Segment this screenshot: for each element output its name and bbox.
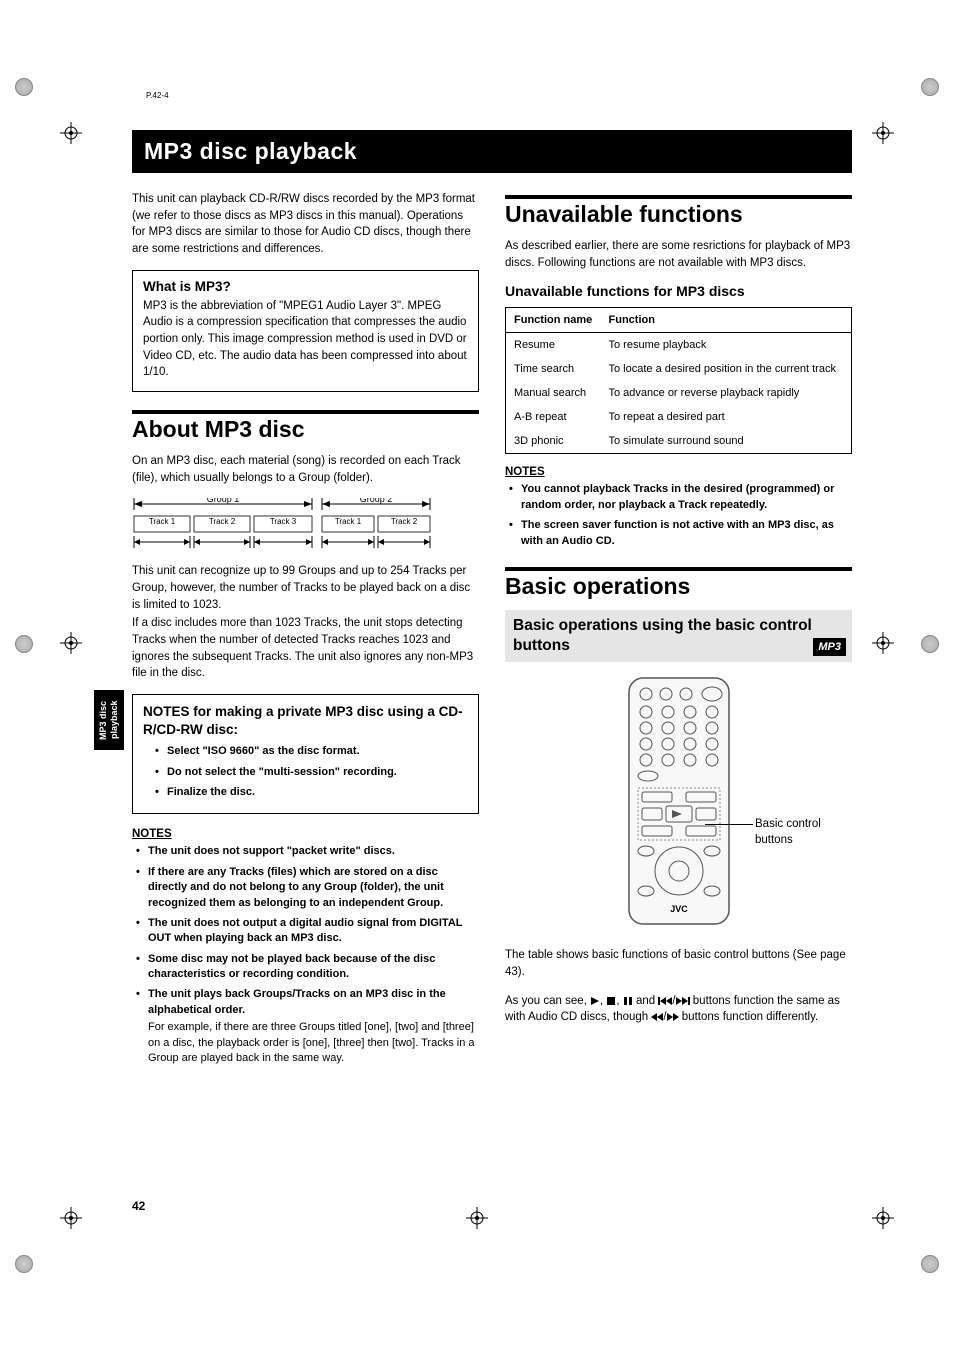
what-is-mp3-box: What is MP3? MP3 is the abbreviation of … [132,270,479,392]
intro-text: This unit can playback CD-R/RW discs rec… [132,191,479,258]
track-group-diagram: Group 1 Group 2 Track 1 Track 2 [132,498,479,555]
callout-line [705,824,753,825]
notes-heading: NOTES [505,466,852,478]
basic-section: Basic operations [505,567,852,600]
notes-list: You cannot playback Tracks in the desire… [505,482,852,549]
making-note-item: Select "ISO 9660" as the disc format. [155,744,468,759]
right-column: Unavailable functions As described earli… [505,191,852,1071]
svg-text:Track 3: Track 3 [270,517,297,526]
remote-label: Basic control buttons [755,816,852,848]
svg-text:Track 2: Track 2 [391,517,418,526]
svg-text:Track 1: Track 1 [149,517,176,526]
note-item: The unit plays back Groups/Tracks on an … [136,987,479,1066]
crop-target-icon [872,122,894,144]
about-p1: On an MP3 disc, each material (song) is … [132,453,479,486]
table-row: Time searchTo locate a desired position … [506,357,852,381]
registration-circle [15,78,33,96]
crop-target-icon [60,632,82,654]
page-content: MP3 disc playback This unit can playback… [132,130,852,1071]
note-item: Some disc may not be played back because… [136,952,479,983]
registration-circle [15,1255,33,1273]
unavailable-heading: Unavailable functions [505,201,852,228]
note-item: The screen saver function is not active … [509,518,852,549]
making-note-item: Finalize the disc. [155,785,468,800]
notes-list: The unit does not support "packet write"… [132,844,479,1066]
note-item: The unit does not support "packet write"… [136,844,479,859]
registration-circle [921,1255,939,1273]
basic-p1: The table shows basic functions of basic… [505,947,852,980]
basic-p2: As you can see, , , and / buttons functi… [505,993,852,1026]
pause-icon [623,995,633,1007]
about-heading: About MP3 disc [132,416,479,443]
making-notes-box: NOTES for making a private MP3 disc usin… [132,694,479,814]
group1-label: Group 1 [207,498,240,504]
unavailable-intro: As described earlier, there are some res… [505,238,852,271]
unavailable-section: Unavailable functions [505,195,852,228]
skip-fwd-icon [676,995,690,1007]
what-is-mp3-text: MP3 is the abbreviation of "MPEG1 Audio … [143,298,468,381]
crop-target-icon [60,1207,82,1229]
table-row: A-B repeatTo repeat a desired part [506,405,852,429]
registration-circle [15,635,33,653]
svg-text:Track 2: Track 2 [209,517,236,526]
note-item: The unit does not output a digital audio… [136,916,479,947]
table-header: Function [601,308,852,333]
basic-sub-shaded: Basic operations using the basic control… [505,610,852,662]
unavailable-functions-table: Function name Function ResumeTo resume p… [505,307,852,454]
table-row: 3D phonicTo simulate surround sound [506,429,852,454]
svg-text:Track 1: Track 1 [335,517,362,526]
crop-target-icon [872,632,894,654]
fastfwd-icon [667,1011,679,1023]
table-header: Function name [506,308,601,333]
making-note-item: Do not select the "multi-session" record… [155,765,468,780]
table-row: Manual searchTo advance or reverse playb… [506,381,852,405]
crop-target-icon [60,122,82,144]
registration-circle [921,635,939,653]
crop-target-icon [466,1207,488,1229]
unavailable-subheading: Unavailable functions for MP3 discs [505,283,852,299]
crop-target-icon [872,1207,894,1229]
making-notes-title: NOTES for making a private MP3 disc usin… [143,703,468,738]
about-p2: This unit can recognize up to 99 Groups … [132,563,479,613]
skip-back-icon [658,995,672,1007]
rewind-icon [651,1011,663,1023]
about-p3: If a disc includes more than 1023 Tracks… [132,615,479,682]
remote-diagram: JVC Basic control buttons [505,676,852,931]
about-section: About MP3 disc [132,410,479,443]
svg-text:JVC: JVC [670,904,688,914]
left-column: This unit can playback CD-R/RW discs rec… [132,191,479,1071]
play-icon [590,995,600,1007]
basic-heading: Basic operations [505,573,852,600]
group2-label: Group 2 [360,498,393,504]
notes-heading: NOTES [132,828,479,840]
section-title-bar: MP3 disc playback [132,130,852,173]
print-page-label: P.42-4 [146,91,169,100]
table-row: ResumeTo resume playback [506,333,852,358]
mp3-badge: MP3 [813,638,846,656]
side-tab: MP3 disc playback [94,690,124,750]
stop-icon [606,995,616,1007]
note-item: If there are any Tracks (files) which ar… [136,865,479,911]
note-item: You cannot playback Tracks in the desire… [509,482,852,513]
registration-circle [921,78,939,96]
what-is-mp3-title: What is MP3? [143,279,468,294]
page-number: 42 [132,1199,145,1213]
